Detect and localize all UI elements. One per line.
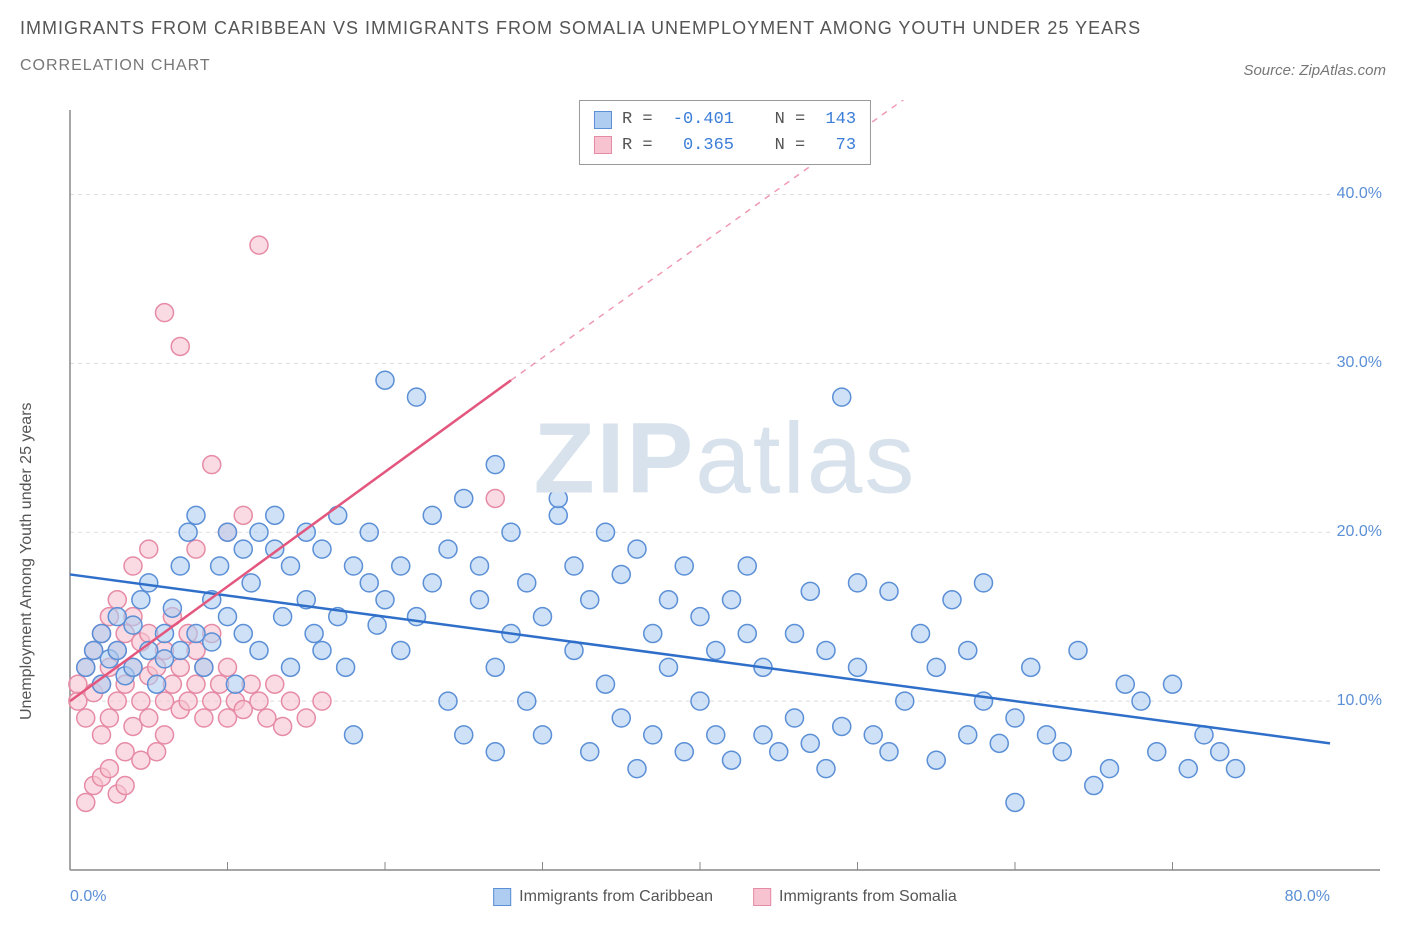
page-subtitle: CORRELATION CHART — [20, 57, 1141, 75]
correlation-chart: ZIPatlas R = -0.401 N = 143 R = 0.365 N … — [60, 100, 1390, 880]
swatch-somalia — [594, 136, 612, 154]
legend-bottom: Immigrants from Caribbean Immigrants fro… — [493, 888, 957, 906]
x-tick-label: 0.0% — [70, 888, 106, 906]
y-axis-label: Unemployment Among Youth under 25 years — [18, 402, 36, 720]
swatch-somalia — [753, 888, 771, 906]
source-attribution: Source: ZipAtlas.com — [1243, 62, 1386, 79]
y-tick-label: 30.0% — [1337, 354, 1382, 372]
stats-row-somalia: R = 0.365 N = 73 — [594, 133, 856, 159]
y-tick-label: 10.0% — [1337, 692, 1382, 710]
legend-item-somalia: Immigrants from Somalia — [753, 888, 957, 906]
y-tick-label: 40.0% — [1337, 185, 1382, 203]
chart-svg — [60, 100, 1390, 880]
page-title: IMMIGRANTS FROM CARIBBEAN VS IMMIGRANTS … — [20, 18, 1141, 39]
legend-label: Immigrants from Caribbean — [519, 888, 713, 906]
x-tick-label: 80.0% — [1285, 888, 1330, 906]
swatch-caribbean — [493, 888, 511, 906]
y-tick-label: 20.0% — [1337, 523, 1382, 541]
legend-item-caribbean: Immigrants from Caribbean — [493, 888, 713, 906]
stats-legend-box: R = -0.401 N = 143 R = 0.365 N = 73 — [579, 100, 871, 165]
legend-label: Immigrants from Somalia — [779, 888, 957, 906]
swatch-caribbean — [594, 111, 612, 129]
stats-row-caribbean: R = -0.401 N = 143 — [594, 107, 856, 133]
